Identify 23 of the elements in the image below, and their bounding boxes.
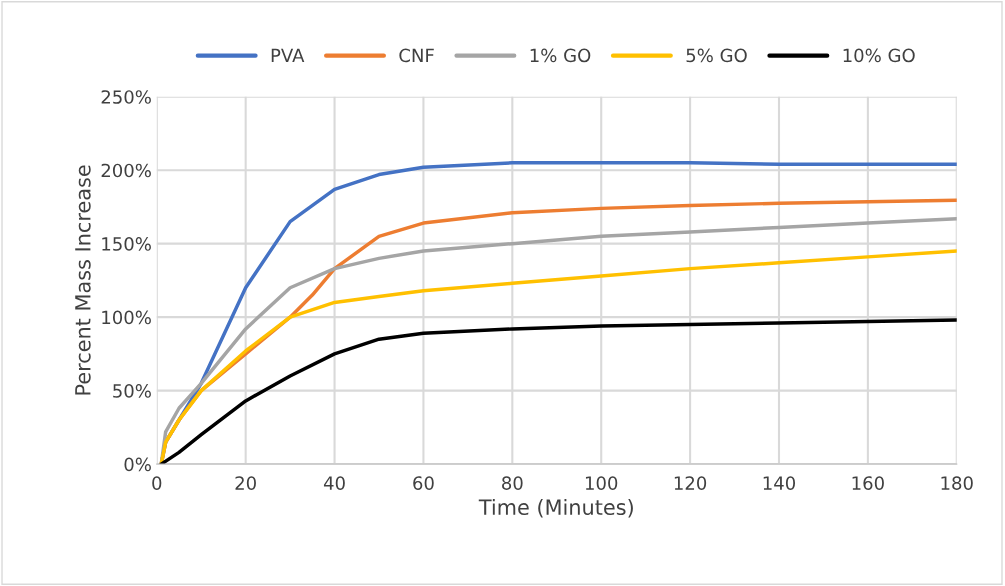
x-tick-label: 160 xyxy=(852,476,884,490)
y-tick-label: 50% xyxy=(113,384,151,398)
y-tick-label: 150% xyxy=(102,237,151,251)
y-tick-label: 200% xyxy=(101,163,151,178)
y-tick-label: 0% xyxy=(124,457,151,472)
y-tick-label: 100% xyxy=(102,310,151,325)
legend-label: 10% GO xyxy=(843,48,915,63)
y-tick-label: 250% xyxy=(101,90,151,104)
x-tick-label: 0 xyxy=(152,476,162,490)
x-tick-label: 140 xyxy=(763,476,796,490)
legend-label: 1% GO xyxy=(530,48,591,63)
y-axis-title: Percent Mass Increase xyxy=(75,165,91,395)
x-tick-label: 120 xyxy=(674,476,707,490)
x-axis-title: Time (Minutes) xyxy=(478,498,633,518)
x-tick-label: 40 xyxy=(323,476,345,490)
legend-label: PVA xyxy=(271,48,305,62)
legend-label: 5% GO xyxy=(686,48,747,63)
x-tick-label: 180 xyxy=(941,476,973,490)
x-tick-label: 60 xyxy=(413,476,434,490)
x-tick-label: 20 xyxy=(235,476,256,490)
x-tick-label: 100 xyxy=(585,476,618,490)
legend-label: CNF xyxy=(399,48,434,63)
x-tick-label: 80 xyxy=(502,476,523,490)
